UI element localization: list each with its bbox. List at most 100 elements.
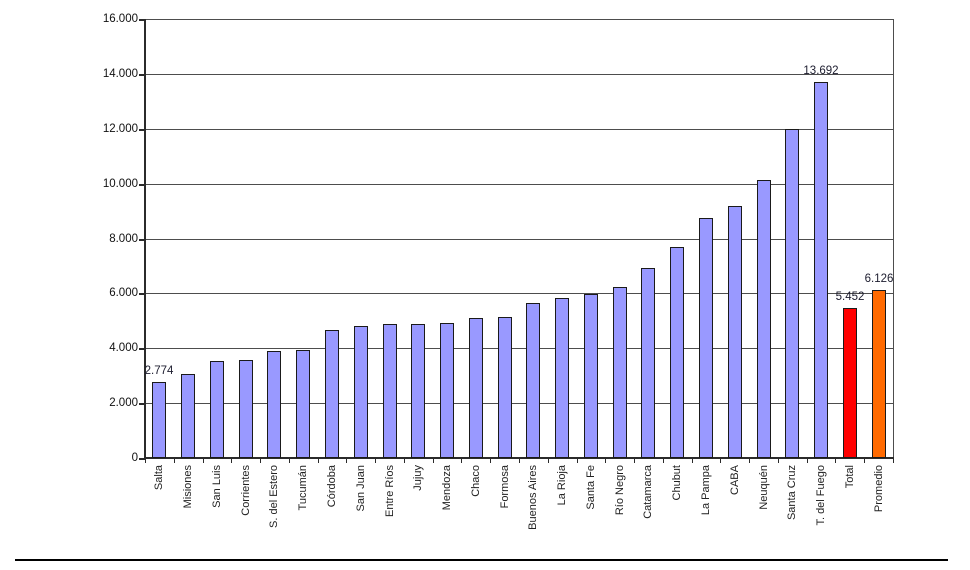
x-axis-label-mendoza: Mendoza (441, 465, 453, 511)
x-axis-label-chaco: Chaco (470, 465, 482, 497)
x-axis-label-la-pampa: La Pampa (700, 465, 712, 516)
x-tick-mark (778, 459, 779, 463)
bar-t-del-fuego (814, 82, 828, 458)
bar-santa-fe (584, 294, 598, 458)
x-axis-label-catamarca: Catamarca (642, 465, 654, 519)
gridline-6.000 (145, 293, 893, 294)
x-tick-mark (318, 459, 319, 463)
x-tick-mark (519, 459, 520, 463)
x-tick-mark (807, 459, 808, 463)
bar-misiones (181, 374, 195, 458)
x-tick-mark (490, 459, 491, 463)
x-tick-mark (404, 459, 405, 463)
x-tick-mark (203, 459, 204, 463)
bar-la-rioja (555, 298, 569, 458)
x-axis-label-rio-negro: Río Negro (614, 465, 626, 516)
x-tick-mark (346, 459, 347, 463)
x-tick-mark (461, 459, 462, 463)
bar-neuquen (757, 180, 771, 458)
x-tick-mark (663, 459, 664, 463)
x-axis-label-santa-fe: Santa Fe (585, 465, 597, 510)
bar-value-label-total: 5.452 (835, 291, 865, 303)
y-tick-label: 4.000 (109, 342, 138, 354)
bar-s-del-estero (267, 351, 281, 458)
gridline-16.000 (145, 19, 893, 20)
x-tick-mark (864, 459, 865, 463)
bar-rio-negro (613, 287, 627, 458)
y-tick-label: 12.000 (102, 123, 138, 135)
x-axis-label-entre-rios: Entre Ríos (384, 465, 396, 517)
gridline-8.000 (145, 239, 893, 240)
bar-formosa (498, 317, 512, 458)
bar-value-label-salta: 2.774 (144, 365, 174, 377)
bar-corrientes (239, 360, 253, 458)
bar-catamarca (641, 268, 655, 458)
x-axis-line (144, 457, 894, 459)
x-axis-label-corrientes: Corrientes (240, 465, 252, 516)
bar-value-label-t-del-fuego: 13.692 (803, 65, 839, 77)
x-axis-label-neuquen: Neuquén (758, 465, 770, 510)
bar-salta (152, 382, 166, 458)
y-tick-label: 6.000 (109, 287, 138, 299)
x-axis-label-t-del-fuego: T. del Fuego (815, 465, 827, 526)
y-tick-mark (139, 129, 145, 131)
y-tick-mark (139, 239, 145, 241)
y-tick-mark (139, 403, 145, 405)
page-divider-rule (15, 559, 948, 561)
bar-entre-rios (383, 324, 397, 458)
bar-chaco (469, 318, 483, 458)
x-axis-label-promedio: Promedio (873, 465, 885, 513)
y-tick-label: 14.000 (102, 68, 138, 80)
x-tick-mark (289, 459, 290, 463)
bar-santa-cruz (785, 129, 799, 458)
bar-cordoba (325, 330, 339, 458)
bar-san-luis (210, 361, 224, 458)
x-axis-label-la-rioja: La Rioja (556, 465, 568, 506)
x-axis-label-chubut: Chubut (671, 465, 683, 501)
x-tick-mark (433, 459, 434, 463)
x-axis-label-buenos-aires: Buenos Aires (527, 465, 539, 530)
gridline-10.000 (145, 184, 893, 185)
gridline-2.000 (145, 403, 893, 404)
x-axis-label-formosa: Formosa (499, 465, 511, 509)
gridline-12.000 (145, 129, 893, 130)
y-axis-line (144, 19, 146, 460)
bar-la-pampa (699, 218, 713, 458)
y-tick-mark (139, 184, 145, 186)
x-tick-mark (548, 459, 549, 463)
x-axis-label-santa-cruz: Santa Cruz (786, 465, 798, 521)
x-tick-mark (749, 459, 750, 463)
y-tick-label: 2.000 (109, 397, 138, 409)
y-tick-label: 8.000 (109, 233, 138, 245)
bar-tucuman (296, 350, 310, 458)
x-axis-label-cordoba: Córdoba (326, 465, 338, 508)
x-axis-label-s-del-estero: S. del Estero (268, 465, 280, 528)
x-axis-label-caba: CABA (729, 465, 741, 495)
x-axis-label-tucuman: Tucumán (297, 465, 309, 511)
x-tick-mark (692, 459, 693, 463)
x-tick-mark (375, 459, 376, 463)
y-tick-mark (139, 458, 145, 460)
bar-chubut (670, 247, 684, 458)
gridline-4.000 (145, 348, 893, 349)
x-tick-mark (174, 459, 175, 463)
x-axis-label-san-juan: San Juan (355, 465, 367, 512)
bar-value-label-promedio: 6.126 (864, 273, 894, 285)
bar-jujuy (411, 324, 425, 458)
x-tick-mark (231, 459, 232, 463)
y-tick-mark (139, 19, 145, 21)
x-tick-mark (260, 459, 261, 463)
x-axis-label-misiones: Misiones (182, 465, 194, 509)
x-tick-mark (720, 459, 721, 463)
x-tick-mark (605, 459, 606, 463)
y-tick-label: 10.000 (102, 178, 138, 190)
x-tick-mark (145, 459, 146, 463)
x-tick-mark (835, 459, 836, 463)
y-tick-mark (139, 293, 145, 295)
gridline-14.000 (145, 74, 893, 75)
y-tick-mark (139, 74, 145, 76)
bar-buenos-aires (526, 303, 540, 458)
y-tick-label: 0 (131, 452, 138, 464)
bar-caba (728, 206, 742, 458)
